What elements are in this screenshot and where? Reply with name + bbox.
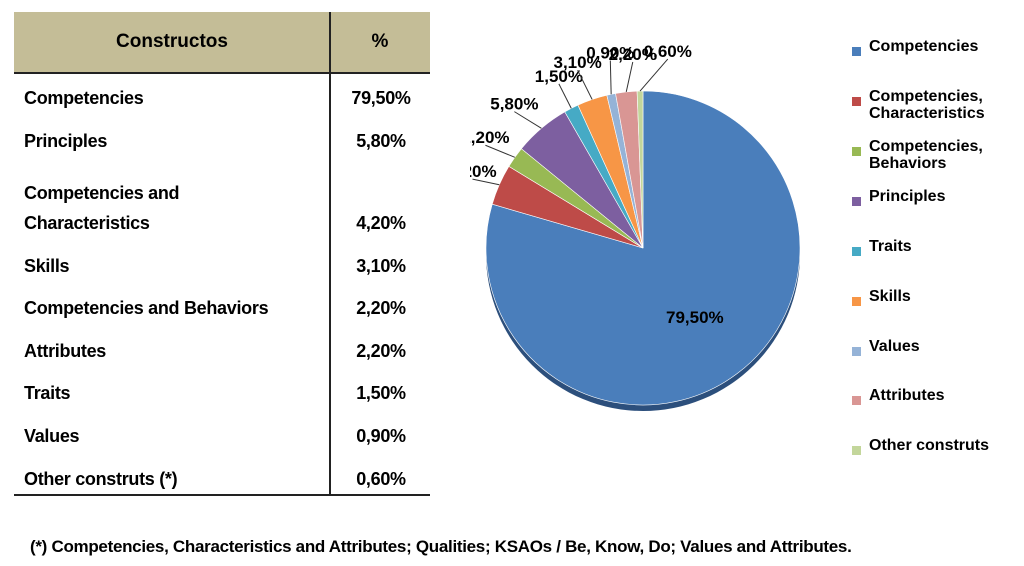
legend-label: Competencies, Behaviors: [869, 138, 983, 172]
table-bottom-border: [14, 494, 430, 496]
pie-chart: 79,50%4,20%2,20%5,80%1,50%3,10%0,90%2,20…: [470, 42, 801, 411]
table-row-name: Values: [24, 426, 80, 446]
legend-label: Values: [869, 338, 920, 355]
pie-data-label-5: 3,10%: [554, 53, 602, 72]
table-row-pct: 79,50%: [351, 88, 411, 108]
table-row-pct: 3,10%: [356, 256, 406, 276]
legend-label: Traits: [869, 238, 912, 255]
table-row-name: Traits: [24, 383, 71, 403]
table-row-pct: 1,50%: [356, 383, 406, 403]
pie-data-label-8: 0,60%: [644, 42, 692, 61]
table-row-pct: 5,80%: [356, 131, 406, 151]
legend-swatch: [852, 446, 861, 455]
table-column-divider: [329, 12, 331, 496]
legend-swatch: [852, 247, 861, 256]
pie-data-label-4: 1,50%: [535, 67, 583, 86]
legend-swatch: [852, 147, 861, 156]
legend-swatch: [852, 47, 861, 56]
table-row-pct: 0,90%: [356, 426, 406, 446]
pie-leader-line-1: [472, 178, 500, 186]
pie-leader-line-3: [514, 111, 542, 129]
legend-label: Principles: [869, 188, 946, 205]
legend-label: Competencies: [869, 38, 979, 55]
legend-swatch: [852, 347, 861, 356]
table-row-name-line2: Characteristics: [24, 213, 150, 233]
pie-data-label-2: 2,20%: [470, 128, 510, 147]
pie-data-label-1: 4,20%: [470, 162, 497, 181]
pie-leader-line-5: [577, 69, 593, 100]
table-row-pct: 4,20%: [356, 213, 406, 233]
pie-data-label-7: 2,20%: [609, 45, 657, 64]
legend-swatch: [852, 396, 861, 405]
header-percent: %: [371, 31, 389, 52]
table-row-name: Competencies and: [24, 183, 180, 203]
table-row-name: Competencies and Behaviors: [24, 298, 269, 318]
pie-leader-line-8: [639, 58, 669, 92]
legend-swatch: [852, 197, 861, 206]
legend-label: Skills: [869, 288, 911, 305]
footnote: (*) Competencies, Characteristics and At…: [30, 537, 852, 556]
table-row-name: Competencies: [24, 88, 144, 108]
header-constructos: Constructos: [116, 31, 228, 52]
table-row-pct: 2,20%: [356, 341, 406, 361]
legend-label: Competencies, Characteristics: [869, 88, 985, 122]
legend-swatch: [852, 297, 861, 306]
pie-leader-line-6: [609, 60, 612, 95]
pie-leader-line-4: [558, 83, 572, 109]
pie-data-label-6: 0,90%: [586, 44, 634, 63]
table-row-pct: 0,60%: [356, 469, 406, 489]
legend-label: Attributes: [869, 387, 945, 404]
table-row-pct: 2,20%: [356, 298, 406, 318]
pie-data-label-3: 5,80%: [490, 95, 538, 114]
legend-swatch: [852, 97, 861, 106]
pie-leader-line-7: [625, 61, 634, 93]
table-row-name: Attributes: [24, 341, 106, 361]
table-header: Constructos %: [14, 12, 430, 74]
pie-data-label-0: 79,50%: [666, 308, 724, 327]
table-row-name: Principles: [24, 131, 108, 151]
pie-leader-line-2: [485, 144, 516, 158]
table-row-name: Skills: [24, 256, 70, 276]
legend-label: Other construts: [869, 437, 990, 454]
table-row-name: Other construts (*): [24, 469, 178, 489]
